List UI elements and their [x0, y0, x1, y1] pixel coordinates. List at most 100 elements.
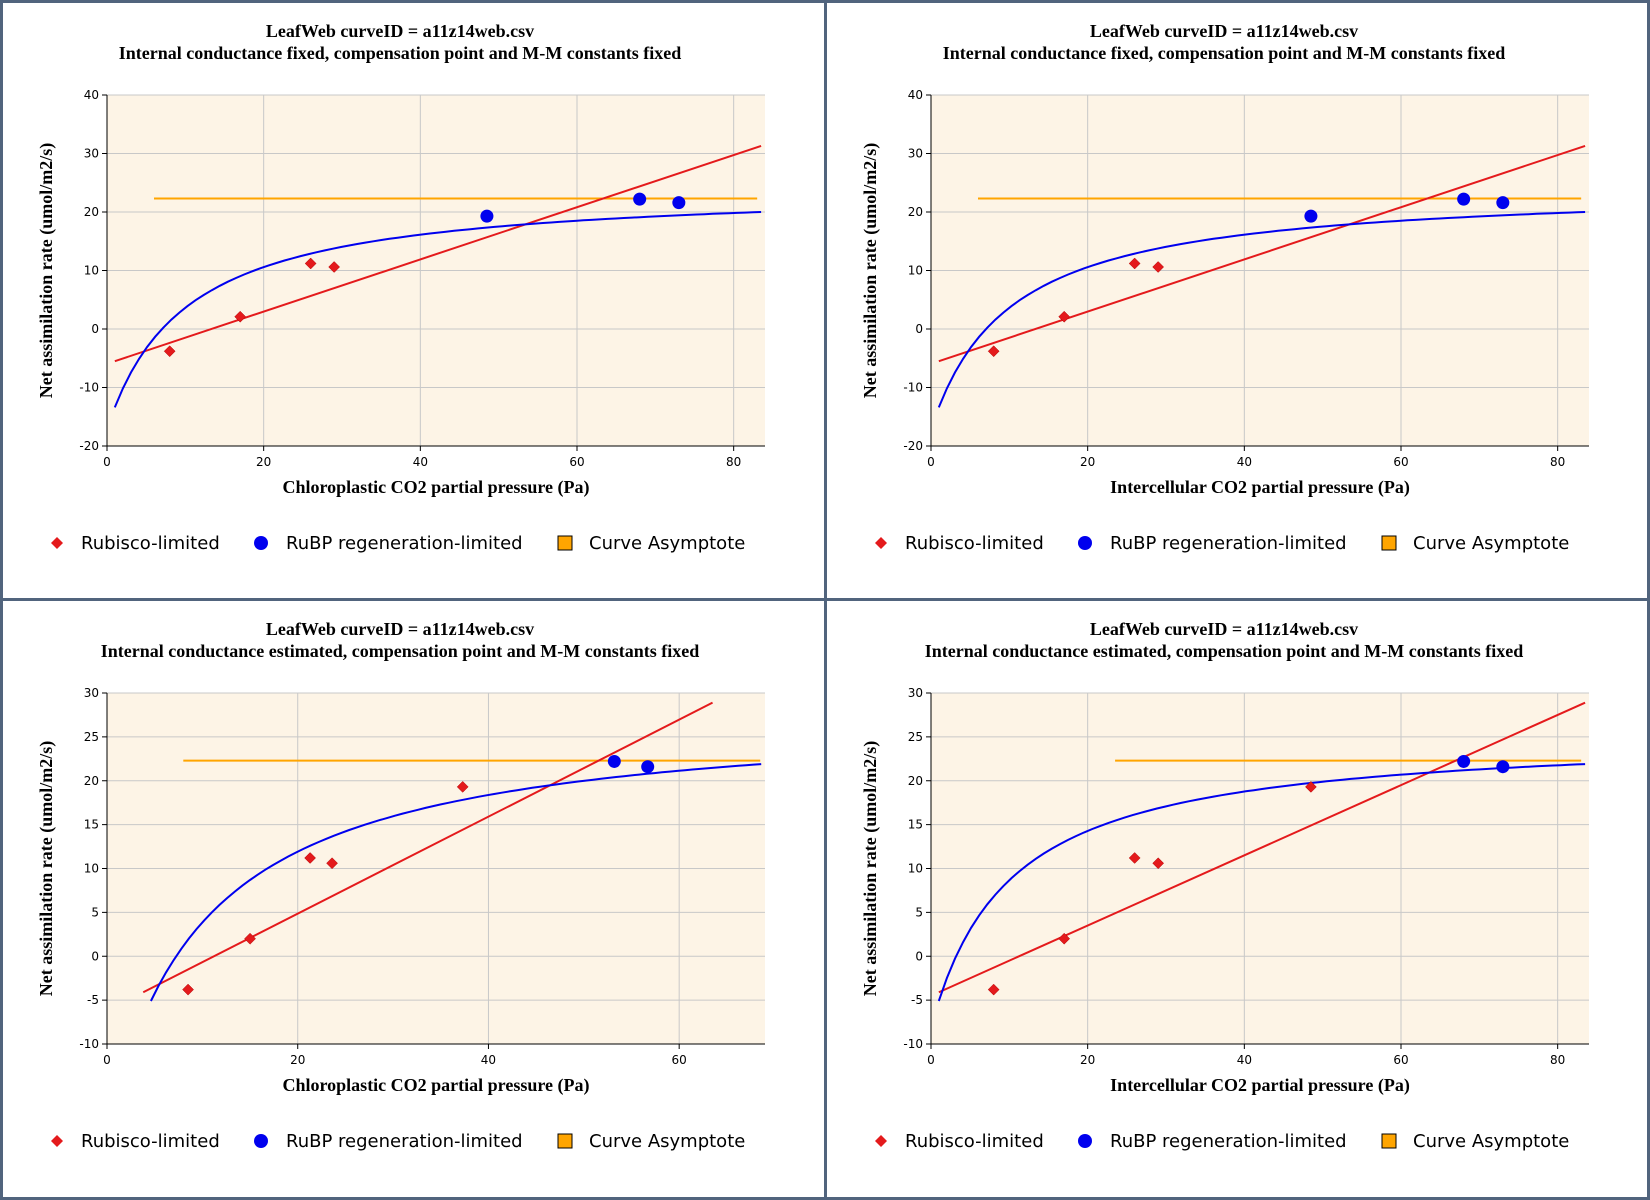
rubp-point — [633, 192, 647, 206]
y-tick-label: 25 — [84, 730, 99, 744]
y-tick-label: 15 — [84, 818, 99, 832]
rubisco-point — [987, 983, 1000, 996]
chart-svg: LeafWeb curveID = a11z14web.csvInternal … — [860, 619, 1589, 1152]
y-tick-label: 25 — [908, 730, 923, 744]
rubisco-point — [163, 345, 176, 358]
x-axis-title: Intercellular CO2 partial pressure (Pa) — [1110, 477, 1410, 498]
rubisco-point — [326, 857, 338, 870]
y-tick-label: -20 — [903, 439, 923, 453]
y-axis-title: Net assimilation rate (umol/m2/s) — [860, 741, 881, 996]
legend-asymptote-label: Curve Asymptote — [589, 533, 745, 554]
rubisco-point — [304, 852, 316, 864]
rubp-point — [672, 196, 686, 210]
chart-title: LeafWeb curveID = a11z14web.csv — [266, 21, 534, 41]
y-tick-label: -10 — [903, 381, 923, 395]
chart-panel-bottom-left: LeafWeb curveID = a11z14web.csv Internal … — [3, 601, 824, 1197]
rubisco-point — [1058, 310, 1071, 323]
y-tick-label: 30 — [84, 686, 99, 700]
y-tick-label: 0 — [91, 322, 99, 336]
rubisco-fit-line — [114, 144, 762, 363]
rubisco-point — [182, 983, 194, 996]
legend-asymptote-label: Curve Asymptote — [1413, 533, 1569, 554]
rubisco-point — [234, 310, 247, 323]
x-tick-label: 40 — [481, 1053, 496, 1067]
y-tick-label: -5 — [911, 993, 923, 1007]
y-tick-label: -10 — [79, 381, 99, 395]
legend-rubp-label: RuBP regeneration-limited — [286, 1131, 523, 1152]
x-tick-label: 40 — [1237, 1053, 1252, 1067]
x-tick-label: 60 — [672, 1053, 687, 1067]
legend-rubisco-label: Rubisco-limited — [81, 533, 220, 554]
x-tick-label: 60 — [1393, 1053, 1408, 1067]
rubp-point — [480, 209, 494, 223]
rubisco-point — [244, 932, 256, 945]
legend-rubp-marker — [254, 1134, 268, 1148]
rubisco-point — [1152, 261, 1165, 273]
legend-rubisco-marker — [51, 1135, 63, 1147]
x-tick-label: 0 — [103, 1053, 111, 1067]
rubisco-point — [1128, 852, 1141, 864]
y-tick-label: 10 — [84, 862, 99, 876]
rubisco-point — [328, 261, 341, 273]
legend-rubp-label: RuBP regeneration-limited — [1110, 533, 1347, 554]
chart-svg: LeafWeb curveID = a11z14web.csvInternal … — [860, 21, 1589, 554]
legend-rubisco-marker — [875, 1135, 887, 1147]
x-tick-label: 0 — [927, 1053, 935, 1067]
rubisco-point — [1058, 932, 1071, 945]
chart-subtitle: Internal conductance fixed, compensation… — [119, 43, 682, 63]
legend-asymptote-marker — [557, 1133, 573, 1149]
legend-asymptote-marker — [557, 535, 573, 551]
y-tick-label: -5 — [87, 993, 99, 1007]
y-tick-label: 20 — [84, 205, 99, 219]
y-tick-label: 30 — [908, 686, 923, 700]
legend-rubisco-marker — [875, 537, 887, 549]
legend-asymptote-label: Curve Asymptote — [589, 1131, 745, 1152]
rubisco-point — [1128, 257, 1141, 270]
rubisco-fit-line — [938, 144, 1586, 363]
chart-svg: LeafWeb curveID = a11z14web.csvInternal … — [36, 619, 765, 1152]
x-tick-label: 0 — [103, 455, 111, 469]
legend-rubp-label: RuBP regeneration-limited — [286, 533, 523, 554]
x-tick-label: 80 — [1550, 1053, 1565, 1067]
y-tick-label: 0 — [915, 322, 923, 336]
y-axis-title: Net assimilation rate (umol/m2/s) — [860, 143, 881, 398]
rubisco-fit-line — [938, 701, 1586, 994]
chart-panel-bottom-right: LeafWeb curveID = a11z14web.csv Internal … — [827, 601, 1647, 1197]
rubp-fit-curve — [150, 763, 762, 1002]
y-tick-label: 40 — [84, 88, 99, 102]
x-tick-label: 60 — [569, 455, 584, 469]
x-tick-label: 40 — [1237, 455, 1252, 469]
y-tick-label: 20 — [908, 774, 923, 788]
y-tick-label: 30 — [908, 147, 923, 161]
chart-svg: LeafWeb curveID = a11z14web.csvInternal … — [36, 21, 765, 554]
rubp-point — [607, 754, 621, 768]
x-tick-label: 20 — [1080, 1053, 1095, 1067]
x-tick-label: 20 — [256, 455, 271, 469]
rubisco-point — [304, 257, 317, 270]
y-tick-label: 10 — [908, 264, 923, 278]
y-tick-label: 10 — [908, 862, 923, 876]
x-tick-label: 60 — [1393, 455, 1408, 469]
rubisco-point — [987, 345, 1000, 358]
chart-panel-top-right: LeafWeb curveID = a11z14web.csv Internal … — [827, 3, 1647, 598]
y-tick-label: 20 — [84, 774, 99, 788]
legend-rubp-marker — [254, 536, 268, 550]
rubp-point — [1496, 196, 1510, 210]
y-tick-label: -10 — [79, 1037, 99, 1051]
y-tick-label: 5 — [91, 905, 99, 919]
x-tick-label: 80 — [726, 455, 741, 469]
x-tick-label: 40 — [413, 455, 428, 469]
rubp-point — [641, 760, 655, 774]
legend-asymptote-label: Curve Asymptote — [1413, 1131, 1569, 1152]
legend-rubp-marker — [1078, 1134, 1092, 1148]
rubp-fit-curve — [113, 211, 762, 408]
x-axis-title: Chloroplastic CO2 partial pressure (Pa) — [283, 1075, 590, 1096]
x-tick-label: 20 — [290, 1053, 305, 1067]
y-tick-label: 10 — [84, 264, 99, 278]
rubp-point — [1304, 209, 1318, 223]
chart-title: LeafWeb curveID = a11z14web.csv — [1090, 619, 1358, 639]
y-axis-title: Net assimilation rate (umol/m2/s) — [36, 741, 57, 996]
y-tick-label: 15 — [908, 818, 923, 832]
x-axis-title: Intercellular CO2 partial pressure (Pa) — [1110, 1075, 1410, 1096]
